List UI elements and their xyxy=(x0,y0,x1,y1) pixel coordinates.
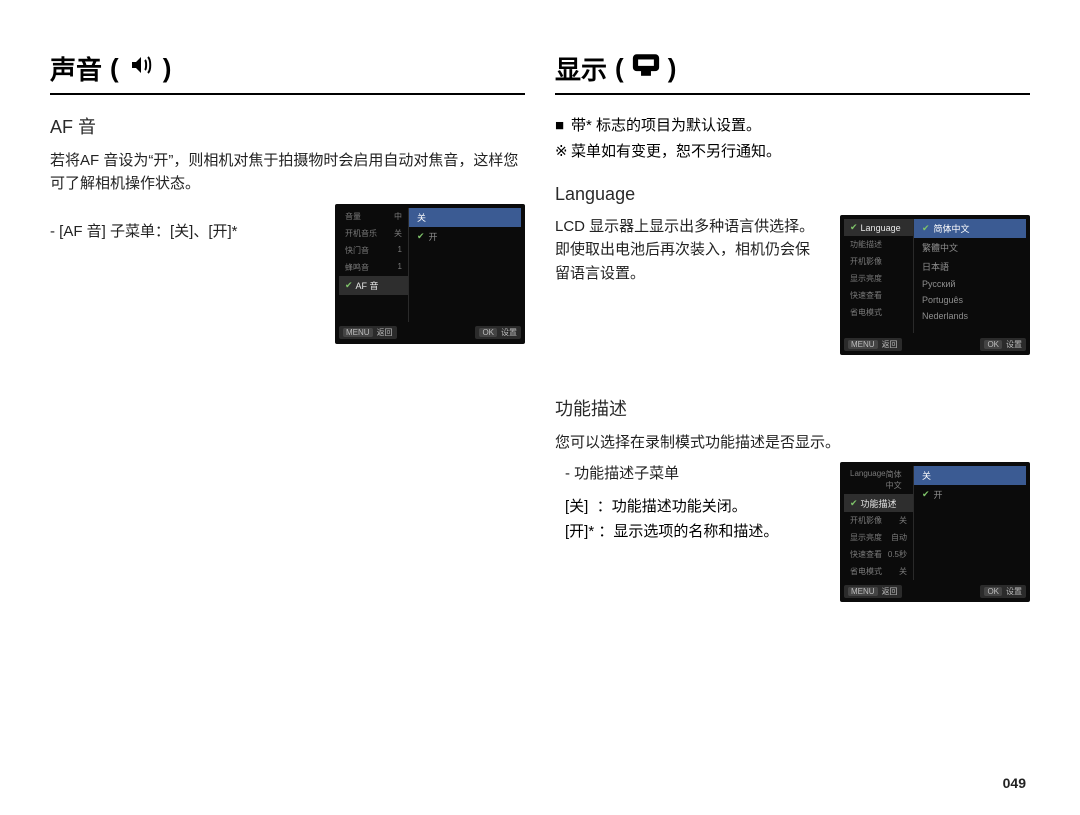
funcdesc-on-key: [开]* xyxy=(565,523,594,540)
funcdesc-text-side: - 功能描述子菜单 [关] ：功能描述功能关闭。 [开]* ：显示选项的名称和描… xyxy=(555,462,824,544)
menu-left-item: ✔功能描述 xyxy=(844,494,913,512)
menu-left-item: 快门音1 xyxy=(339,242,408,259)
display-section-title: 显示 ( ) xyxy=(555,50,1030,95)
menu-left-item: 省电模式关 xyxy=(844,563,913,580)
af-desc: 若将AF 音设为“开”，则相机对焦于拍摄物时会启用自动对焦音，这样您可了解相机操… xyxy=(50,149,525,196)
open-paren-2: ( xyxy=(615,53,624,84)
menu-left-item: 开机影像关 xyxy=(844,512,913,529)
menu-right-item: Nederlands xyxy=(914,308,1026,324)
menu-right-item: Русский xyxy=(914,276,1026,292)
menu-left-item: ✔AF 音 xyxy=(339,276,408,295)
menu-left-item: 省电模式 xyxy=(844,304,913,321)
left-column: 声音 ( ) AF 音 若将AF 音设为“开”，则相机对焦于拍摄物时会启用自动对… xyxy=(50,50,525,642)
sound-section-title: 声音 ( ) xyxy=(50,50,525,95)
close-paren-2: ) xyxy=(668,53,677,84)
note-mark-2: ※ xyxy=(555,139,571,165)
menu-right-item: ✔开 xyxy=(914,485,1026,504)
menu-right-item: 关 xyxy=(914,466,1026,485)
language-desc: LCD 显示器上显示出多种语言供选择。即使取出电池后再次装入，相机仍会保留语言设… xyxy=(555,215,824,285)
close-paren: ) xyxy=(163,53,172,84)
menu-left-item: 蜂鸣音1 xyxy=(339,259,408,276)
menu-left-item: 显示亮度自动 xyxy=(844,529,913,546)
menu-right-item: 关 xyxy=(409,208,521,227)
camera-screen-af: 音量中开机音乐关快门音1蜂鸣音1✔AF 音 关✔开 MENU 返回 OK 设置 xyxy=(335,204,525,344)
language-text-side: LCD 显示器上显示出多种语言供选择。即使取出电池后再次装入，相机仍会保留语言设… xyxy=(555,215,824,293)
language-row: LCD 显示器上显示出多种语言供选择。即使取出电池后再次装入，相机仍会保留语言设… xyxy=(555,215,1030,355)
af-sound-block: AF 音 若将AF 音设为“开”，则相机对焦于拍摄物时会启用自动对焦音，这样您可… xyxy=(50,113,525,344)
screen-footer-set: OK 设置 xyxy=(980,338,1026,351)
screen-footer-back: MENU 返回 xyxy=(339,326,397,339)
funcdesc-row-on: [开]* ：显示选项的名称和描述。 xyxy=(565,519,824,545)
menu-left-item: 显示亮度 xyxy=(844,270,913,287)
screen-footer-back: MENU 返回 xyxy=(844,338,902,351)
camera-screen-funcdesc: Language简体中文✔功能描述开机影像关显示亮度自动快速查看0.5秒省电模式… xyxy=(840,462,1030,602)
sound-title-text: 声音 xyxy=(50,50,102,87)
menu-left-item: 开机音乐关 xyxy=(339,225,408,242)
menu-left-item: 功能描述 xyxy=(844,236,913,253)
open-paren: ( xyxy=(110,53,119,84)
menu-left-item: Language简体中文 xyxy=(844,466,913,494)
right-column: 显示 ( ) ■带* 标志的项目为默认设置。 ※菜单如有变更，恕不另行通知。 L… xyxy=(555,50,1030,642)
funcdesc-off-val: ：功能描述功能关闭。 xyxy=(597,498,747,515)
menu-right-item: 繁體中文 xyxy=(914,238,1026,257)
menu-right-item: 日本語 xyxy=(914,257,1026,276)
af-heading: AF 音 xyxy=(50,113,525,139)
note-text-2: 菜单如有变更，恕不另行通知。 xyxy=(571,143,781,160)
funcdesc-off-key: [关] xyxy=(565,498,588,515)
menu-right-item: Português xyxy=(914,292,1026,308)
menu-left-item: ✔Language xyxy=(844,219,913,236)
funcdesc-heading: 功能描述 xyxy=(555,395,1030,421)
screen-footer-set: OK 设置 xyxy=(475,326,521,339)
page-number: 049 xyxy=(1003,775,1026,791)
funcdesc-sub-label: - 功能描述子菜单 xyxy=(565,462,824,485)
note-mark-1: ■ xyxy=(555,113,571,139)
language-heading: Language xyxy=(555,184,1030,205)
display-title-text: 显示 xyxy=(555,50,607,87)
menu-left-item: 音量中 xyxy=(339,208,408,225)
af-submenu-side: - [AF 音] 子菜单：[关]、[开]* xyxy=(50,204,319,251)
menu-left-item: 快速查看 xyxy=(844,287,913,304)
display-icon xyxy=(632,53,660,84)
funcdesc-desc: 您可以选择在录制模式功能描述是否显示。 xyxy=(555,431,1030,454)
notes-block: ■带* 标志的项目为默认设置。 ※菜单如有变更，恕不另行通知。 xyxy=(555,113,1030,164)
menu-left-item: 开机影像 xyxy=(844,253,913,270)
language-block: Language LCD 显示器上显示出多种语言供选择。即使取出电池后再次装入，… xyxy=(555,184,1030,355)
sound-icon xyxy=(127,53,155,84)
menu-right-item: ✔开 xyxy=(409,227,521,246)
note-text-1: 带* 标志的项目为默认设置。 xyxy=(571,117,761,134)
screen-footer-back: MENU 返回 xyxy=(844,585,902,598)
funcdesc-on-val: ：显示选项的名称和描述。 xyxy=(598,523,778,540)
camera-screen-language: ✔Language功能描述开机影像显示亮度快速查看省电模式 ✔简体中文繁體中文日本… xyxy=(840,215,1030,355)
screen-footer-set: OK 设置 xyxy=(980,585,1026,598)
menu-right-item: ✔简体中文 xyxy=(914,219,1026,238)
funcdesc-block: 功能描述 您可以选择在录制模式功能描述是否显示。 - 功能描述子菜单 [关] ：… xyxy=(555,395,1030,602)
funcdesc-row-off: [关] ：功能描述功能关闭。 xyxy=(565,494,824,520)
note-line-2: ※菜单如有变更，恕不另行通知。 xyxy=(555,139,1030,165)
note-line-1: ■带* 标志的项目为默认设置。 xyxy=(555,113,1030,139)
af-submenu-label: - [AF 音] 子菜单：[关]、[开]* xyxy=(50,220,319,241)
af-row: - [AF 音] 子菜单：[关]、[开]* 音量中开机音乐关快门音1蜂鸣音1✔A… xyxy=(50,204,525,344)
page-layout: 声音 ( ) AF 音 若将AF 音设为“开”，则相机对焦于拍摄物时会启用自动对… xyxy=(0,0,1080,672)
menu-left-item: 快速查看0.5秒 xyxy=(844,546,913,563)
funcdesc-row: - 功能描述子菜单 [关] ：功能描述功能关闭。 [开]* ：显示选项的名称和描… xyxy=(555,462,1030,602)
